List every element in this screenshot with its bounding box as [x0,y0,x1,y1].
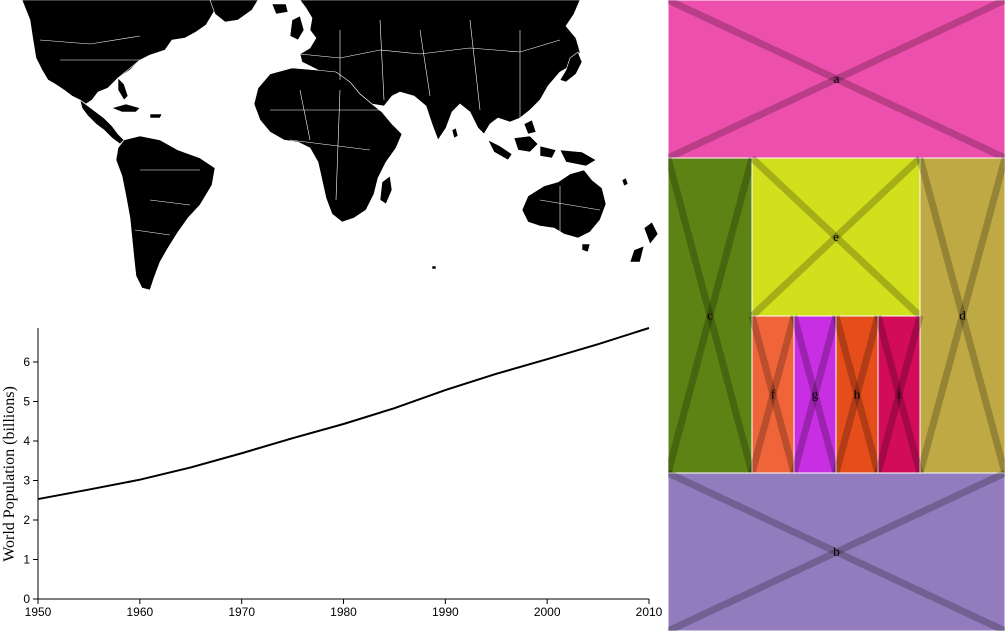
region-e: e [752,158,920,316]
x-tick-label: 1980 [330,605,357,619]
region-a: a [668,0,1005,158]
british-isles [290,16,304,40]
region-label: f [771,387,776,402]
y-tick-label: 6 [23,355,30,369]
x-tick-label: 1960 [126,605,153,619]
region-label: d [959,308,966,323]
southeast-asia-islands [488,120,596,166]
iceland [272,4,288,14]
y-tick-label: 5 [23,394,30,408]
chart-series-group [38,328,649,499]
x-tick-label: 1970 [228,605,255,619]
region-g: g [794,316,836,473]
population-chart-svg: 0 1 2 3 4 5 6 1950 1960 1970 1980 1990 2000 2010 Worl… [0,318,668,631]
population-line [38,328,649,499]
x-tick-label: 2010 [636,605,663,619]
region-d: d [920,158,1005,473]
region-label: i [897,387,901,402]
caribbean-islands [112,104,162,118]
region-label: c [707,308,713,323]
florida [118,78,128,100]
layout-regions-panel: a c e d f g h i b [668,0,1005,631]
region-label: g [812,387,819,402]
region-b: b [668,473,1005,631]
greenland [210,0,258,22]
x-tick-label: 2000 [534,605,561,619]
world-map-svg [0,0,668,300]
y-tick-label: 1 [23,552,30,566]
sri-lanka [452,128,458,138]
y-tick-label: 0 [23,592,30,606]
region-f: f [752,316,794,473]
y-tick-label: 2 [23,513,30,527]
population-chart: 0 1 2 3 4 5 6 1950 1960 1970 1980 1990 2000 2010 Worl… [0,318,668,631]
y-axis-label: World Population (billions) [1,386,18,562]
x-tick-label: 1950 [25,605,52,619]
region-label: e [833,229,839,244]
region-label: h [854,387,861,402]
x-tick-label: 1990 [432,605,459,619]
world-map [0,0,668,300]
region-c: c [668,158,752,473]
new-zealand [630,222,658,262]
region-label: a [834,71,840,86]
y-tick-label: 3 [23,473,30,487]
layout-regions-svg: a c e d f g h i b [668,0,1005,631]
region-h: h [836,316,878,473]
y-tick-label: 4 [23,434,30,448]
region-label: b [833,544,840,559]
madagascar [380,176,392,204]
chart-axes: 0 1 2 3 4 5 6 1950 1960 1970 1980 1990 2000 2010 [23,328,662,619]
south-america [116,136,215,290]
region-i: i [878,316,920,473]
tasmania [582,244,590,252]
